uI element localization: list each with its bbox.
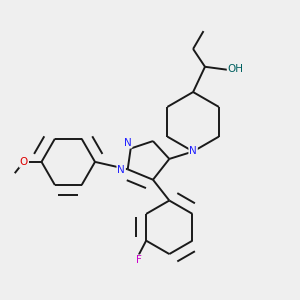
Text: OH: OH: [228, 64, 244, 74]
Text: N: N: [117, 165, 125, 175]
Text: F: F: [136, 255, 142, 265]
Text: N: N: [189, 146, 197, 157]
Text: N: N: [124, 138, 132, 148]
Text: O: O: [20, 157, 28, 167]
